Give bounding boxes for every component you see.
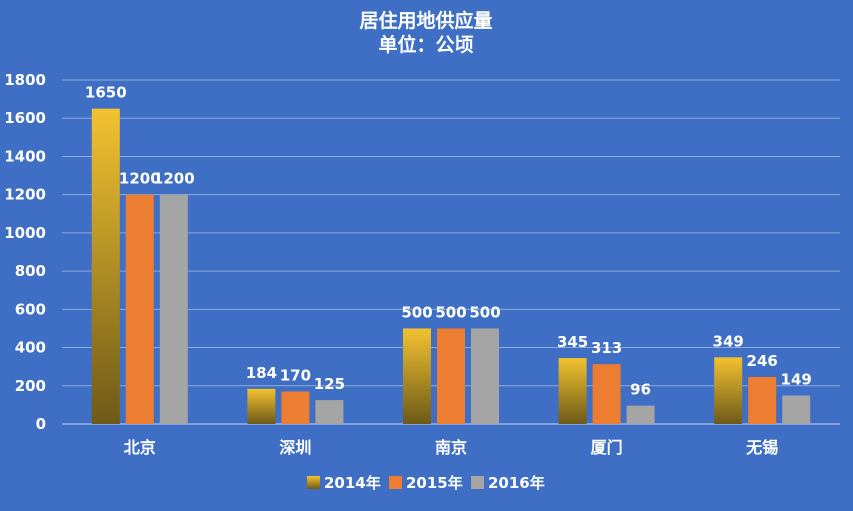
- bar: [592, 364, 621, 424]
- bar: [471, 328, 499, 424]
- legend-swatch: [307, 476, 320, 489]
- y-tick-label: 400: [15, 339, 46, 357]
- legend: 2014年 2015年 2016年: [307, 474, 545, 492]
- bar: [714, 357, 743, 424]
- y-tick-label: 1200: [4, 186, 46, 204]
- y-axis-ticks: 0 200 400 600 800 1000 1200 1400 1600 1800: [4, 71, 46, 433]
- bar: [247, 388, 276, 424]
- bar: [315, 400, 344, 424]
- y-tick-label: 1800: [4, 71, 46, 89]
- data-label: 313: [591, 339, 622, 357]
- bar: [748, 376, 777, 424]
- y-tick-label: 1600: [4, 109, 46, 127]
- legend-label: 2016年: [488, 474, 545, 492]
- x-category-label: 厦门: [591, 438, 623, 457]
- bar: [159, 194, 188, 424]
- y-tick-label: 800: [15, 262, 46, 280]
- x-category-label: 无锡: [745, 438, 778, 457]
- legend-label: 2015年: [406, 474, 463, 492]
- y-tick-label: 200: [15, 377, 46, 395]
- data-label: 1200: [119, 170, 161, 188]
- data-label: 96: [630, 381, 651, 399]
- data-label: 500: [401, 303, 432, 321]
- bar: [437, 328, 465, 424]
- data-label: 1200: [153, 170, 195, 188]
- legend-label: 2014年: [324, 474, 381, 492]
- legend-swatch: [471, 476, 484, 489]
- y-tick-label: 1000: [4, 224, 46, 242]
- chart-subtitle: 单位：公顷: [378, 33, 473, 56]
- x-axis-categories: 北京 深圳 南京 厦门 无锡: [124, 438, 778, 457]
- gridlines: [62, 79, 840, 425]
- bar: [782, 395, 811, 424]
- y-tick-label: 600: [15, 300, 46, 318]
- chart-title: 居住用地供应量: [359, 9, 492, 32]
- bar: [626, 405, 655, 424]
- y-tick-label: 1400: [4, 147, 46, 165]
- data-label: 170: [280, 367, 311, 385]
- data-label: 184: [246, 364, 277, 382]
- bar: [91, 108, 120, 425]
- y-tick-label: 0: [36, 415, 46, 433]
- bars: [91, 108, 811, 425]
- x-category-label: 南京: [435, 438, 467, 457]
- data-label: 500: [435, 303, 466, 321]
- data-label: 149: [781, 371, 812, 389]
- data-label: 246: [747, 352, 778, 370]
- x-category-label: 北京: [124, 438, 156, 457]
- data-label: 345: [557, 333, 588, 351]
- data-label: 1650: [85, 84, 127, 102]
- bar: [403, 328, 431, 424]
- bar: [281, 391, 310, 424]
- x-category-label: 深圳: [279, 438, 311, 457]
- legend-swatch: [389, 476, 402, 489]
- bar: [558, 358, 587, 424]
- data-label: 125: [314, 375, 345, 393]
- data-label: 349: [713, 332, 744, 350]
- bar: [125, 194, 154, 424]
- data-label: 500: [469, 303, 500, 321]
